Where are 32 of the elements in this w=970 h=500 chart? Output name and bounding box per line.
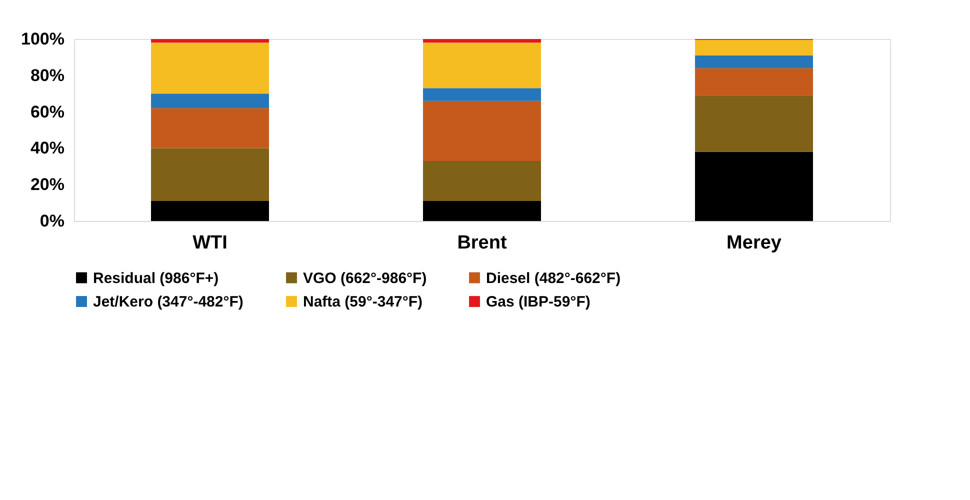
- bar: [151, 200, 269, 221]
- y-tick-label: 20%: [30, 175, 64, 194]
- bar: [151, 108, 269, 148]
- legend-label: Jet/Kero (347°-482°F): [93, 294, 244, 310]
- y-tick-label: 60%: [30, 102, 64, 122]
- bar: [151, 42, 269, 94]
- bar: [695, 40, 813, 56]
- bar: [695, 55, 813, 68]
- bar: [151, 148, 269, 201]
- y-tick-label: 0%: [40, 212, 64, 230]
- bar: [423, 160, 541, 201]
- legend-label: Gas (IBP-59°F): [486, 294, 590, 310]
- x-tick-label: Merey: [726, 232, 782, 254]
- x-tick-label: WTI: [192, 232, 228, 254]
- y-tick-label: 100%: [21, 30, 64, 48]
- bar: [423, 200, 541, 221]
- legend-label: Nafta (59°-347°F): [303, 294, 423, 310]
- legend-label: Diesel (482°-662°F): [486, 270, 621, 287]
- bar: [151, 94, 269, 108]
- bar: [151, 39, 269, 43]
- bar: [423, 100, 541, 161]
- bar: [423, 39, 541, 43]
- x-tick-label: Brent: [457, 232, 508, 254]
- legend-label: VGO (662°-986°F): [303, 270, 427, 287]
- bar: [695, 68, 813, 96]
- y-tick-label: 40%: [30, 138, 64, 158]
- legend-label: Residual (986°F+): [93, 270, 219, 287]
- bar: [423, 88, 541, 101]
- bar: [423, 42, 541, 88]
- y-tick-label: 80%: [30, 66, 64, 85]
- bar: [695, 95, 813, 152]
- bar: [695, 152, 813, 221]
